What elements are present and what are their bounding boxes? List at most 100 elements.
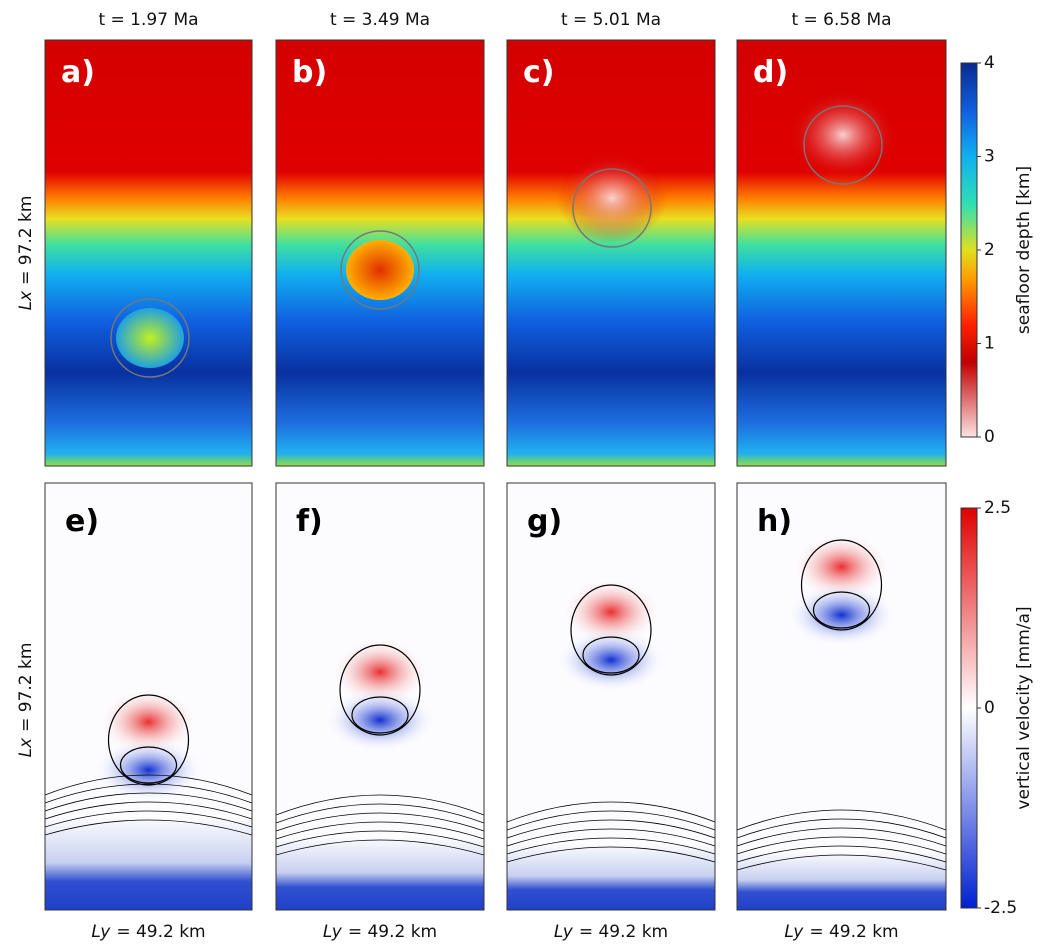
depth-field xyxy=(45,40,252,466)
contour xyxy=(736,827,947,847)
contour xyxy=(44,774,253,796)
colorbar-tick-label: 0 xyxy=(984,698,995,718)
contour xyxy=(275,839,485,856)
contour xyxy=(44,819,253,836)
downwelling xyxy=(786,583,897,647)
contour xyxy=(107,694,190,786)
axis-var: Ly xyxy=(784,922,804,942)
panel-frame xyxy=(44,482,253,911)
panel-frame xyxy=(506,39,716,467)
contour xyxy=(275,830,485,848)
panel-label: e) xyxy=(65,504,99,539)
x-axis-label: Ly = 49.2 km xyxy=(323,922,437,942)
contour xyxy=(736,818,947,839)
axis-text: = 49.2 km xyxy=(348,922,437,942)
contour xyxy=(736,845,947,863)
panel-label: f) xyxy=(296,504,323,539)
panel-frame xyxy=(736,482,947,911)
x-axis-label: Ly = 49.2 km xyxy=(554,922,668,942)
panel-frame xyxy=(275,39,485,467)
contour xyxy=(506,810,716,831)
anomaly xyxy=(116,308,184,368)
contour xyxy=(44,783,253,804)
colorbar xyxy=(960,62,978,438)
basal-band xyxy=(737,850,946,910)
contour xyxy=(339,644,421,736)
y-axis-label: Lx = 97.2 km xyxy=(16,196,36,311)
colorbar-tick-label: 4 xyxy=(984,53,995,73)
contour xyxy=(582,636,640,674)
contour xyxy=(736,809,947,831)
axis-text: = 49.2 km xyxy=(579,922,668,942)
contour xyxy=(351,696,409,734)
anomaly xyxy=(557,153,667,243)
contour xyxy=(812,591,871,629)
anomaly xyxy=(346,240,414,300)
axis-var: Ly xyxy=(323,922,343,942)
plume-outline xyxy=(340,230,420,310)
plume-outline xyxy=(572,168,652,248)
panel-frame xyxy=(506,482,716,911)
axis-var: Ly xyxy=(554,922,574,942)
colorbar-tick-label: 2 xyxy=(984,240,995,260)
axis-var: Ly xyxy=(91,922,111,942)
contour xyxy=(570,584,652,676)
colorbar-label: seafloor depth [km] xyxy=(1014,166,1034,334)
column-title: t = 5.01 Ma xyxy=(561,10,661,30)
panel-label: h) xyxy=(757,504,792,539)
colorbar xyxy=(960,507,978,909)
contour xyxy=(736,854,947,871)
colorbar-tick-label: 3 xyxy=(984,147,995,167)
velocity-field xyxy=(507,483,715,910)
column-title: t = 6.58 Ma xyxy=(791,10,891,30)
basal-band xyxy=(507,842,715,910)
contour xyxy=(506,801,716,823)
contour xyxy=(275,821,485,840)
contour xyxy=(275,803,485,824)
panel-frame xyxy=(44,39,253,467)
colorbar-tick-label: 2.5 xyxy=(984,498,1011,518)
colorbar-label: vertical velocity [mm/a] xyxy=(1014,606,1034,809)
downwelling xyxy=(325,688,435,752)
x-axis-label: Ly = 49.2 km xyxy=(91,922,205,942)
panel-label: b) xyxy=(292,55,327,90)
axis-text: = 97.2 km xyxy=(16,196,36,285)
basal-band xyxy=(45,815,252,910)
panel-label: g) xyxy=(527,504,562,539)
column-title: t = 1.97 Ma xyxy=(98,10,198,30)
contour xyxy=(44,801,253,820)
axis-var: Lx xyxy=(16,290,36,310)
axis-text: = 49.2 km xyxy=(116,922,205,942)
contour xyxy=(506,828,716,847)
contour xyxy=(44,792,253,812)
axis-text: = 49.2 km xyxy=(809,922,898,942)
contour xyxy=(736,836,947,855)
contour xyxy=(44,810,253,828)
panel-frame xyxy=(275,482,485,911)
contour xyxy=(275,794,485,816)
panel-label: a) xyxy=(61,55,95,90)
panel-label: c) xyxy=(523,55,555,90)
panel-label: d) xyxy=(753,55,788,90)
contour xyxy=(275,812,485,832)
y-axis-label: Lx = 97.2 km xyxy=(16,643,36,758)
axis-text: = 97.2 km xyxy=(16,643,36,732)
column-title: t = 3.49 Ma xyxy=(330,10,430,30)
panel-frame xyxy=(736,39,947,467)
colorbar-tick-label: -2.5 xyxy=(984,898,1017,918)
colorbar-tick-label: 1 xyxy=(984,334,995,354)
anomaly xyxy=(788,90,898,180)
contour xyxy=(506,846,716,863)
downwelling xyxy=(93,738,204,802)
axis-var: Lx xyxy=(16,737,36,757)
downwelling xyxy=(556,628,666,692)
plume-outline xyxy=(110,298,190,378)
basal-band xyxy=(276,835,484,910)
plume-outline xyxy=(803,105,883,185)
contour xyxy=(119,746,178,784)
contour xyxy=(506,837,716,855)
x-axis-label: Ly = 49.2 km xyxy=(784,922,898,942)
contour xyxy=(506,819,716,839)
colorbar-tick-label: 0 xyxy=(984,427,995,447)
